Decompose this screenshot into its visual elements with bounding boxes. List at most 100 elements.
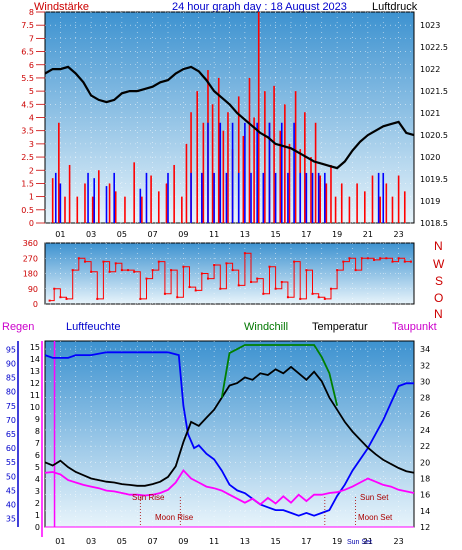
wind-bar xyxy=(114,191,117,223)
direction-tick-label: 90 xyxy=(28,285,38,294)
wind-direction-point xyxy=(163,292,166,295)
pressure-tick-label: 1020 xyxy=(420,153,440,162)
temperature-tick-label: 24 xyxy=(420,426,430,435)
rain-tick-label: 2 xyxy=(35,499,40,508)
wind-direction-point xyxy=(77,257,80,260)
wind-direction-point xyxy=(373,258,376,261)
direction-letter-s: S xyxy=(435,274,443,288)
wind-bar xyxy=(145,172,148,223)
humidity-tick-label: 55 xyxy=(6,458,16,467)
wind-bar xyxy=(196,91,199,223)
rain-tick-label: 12 xyxy=(30,379,40,388)
hour-tick-label-bottom: 15 xyxy=(271,537,281,546)
wind-direction-point xyxy=(391,260,394,263)
rain-tick-label: 4 xyxy=(35,475,40,484)
wind-direction-point xyxy=(348,257,351,260)
wind-bar xyxy=(371,175,374,223)
direction-letter-n-bottom: N xyxy=(434,307,443,321)
wind-bar xyxy=(244,122,246,223)
wind-speed-tick-label: 5.5 xyxy=(21,74,34,83)
rain-tick-label: 9 xyxy=(35,415,40,424)
wind-bar xyxy=(201,172,203,223)
wind-speed-tick-label: 5 xyxy=(29,87,34,96)
wind-bar xyxy=(167,172,169,223)
wind-speed-tick-label: 3.5 xyxy=(21,127,34,136)
wind-direction-point xyxy=(219,287,222,290)
wind-direction-point xyxy=(329,287,332,290)
hour-tick-label-bottom: 21 xyxy=(363,537,373,546)
wind-direction-point xyxy=(379,257,382,260)
wind-direction-point xyxy=(286,296,289,299)
wind-direction-point xyxy=(188,286,191,289)
wind-speed-tick-label: 0 xyxy=(29,219,34,228)
wind-bar xyxy=(385,183,388,223)
humidity-tick-label: 75 xyxy=(6,402,16,411)
hour-tick-label-bottom: 07 xyxy=(148,537,158,546)
pressure-tick-label: 1022 xyxy=(420,65,440,74)
wind-direction-point xyxy=(83,260,86,263)
wind-direction-point xyxy=(299,297,302,300)
rain-tick-label: 14 xyxy=(30,355,40,364)
wind-bar xyxy=(98,170,100,223)
hour-tick-label-bottom: 13 xyxy=(240,537,250,546)
wind-bar xyxy=(211,104,214,223)
hour-tick-label-bottom: 23 xyxy=(394,537,404,546)
axes: 0 0.5 1 1.5 2 2.5 3 3.5 4 4.5 5 5.5 6 6.5 7 7.5 8 1018.5 1… xyxy=(6,8,448,546)
wind-bar xyxy=(190,112,192,223)
wind-direction-point xyxy=(65,297,68,300)
direction-tick-label: 360 xyxy=(23,239,38,248)
wind-speed-tick-label: 2 xyxy=(29,166,34,175)
wind-bar xyxy=(222,130,225,223)
wind-bar xyxy=(284,104,286,223)
direction-tick-label: 180 xyxy=(23,270,38,279)
wind-bar xyxy=(165,183,168,223)
wind-direction-point xyxy=(336,269,339,272)
pressure-tick-label: 1019 xyxy=(420,197,440,206)
wind-bar xyxy=(93,178,95,223)
wind-bar xyxy=(330,164,332,223)
wind-bar xyxy=(105,186,108,223)
wind-bar xyxy=(311,172,314,223)
direction-tick-label: 270 xyxy=(23,254,38,263)
humidity-tick-label: 65 xyxy=(6,430,16,439)
direction-tick-label: 0 xyxy=(33,300,38,309)
hour-tick-label: 07 xyxy=(148,230,158,239)
wind-bar xyxy=(273,85,275,223)
wind-bar xyxy=(377,172,380,223)
moon-rise-annotation: Moon Rise xyxy=(155,513,194,522)
hour-tick-label-bottom: 19 xyxy=(332,537,342,546)
wind-bar xyxy=(253,117,255,223)
wind-bar xyxy=(190,172,192,223)
sun-set-annotation: Sun Set xyxy=(360,493,389,502)
wind-bar xyxy=(294,91,297,223)
temperature-tick-label: 16 xyxy=(420,491,430,500)
wind-bar xyxy=(324,172,326,223)
wind-bar xyxy=(64,196,66,223)
wind-direction-point xyxy=(200,272,203,275)
wind-speed-tick-label: 7.5 xyxy=(21,21,34,30)
rain-tick-label: 11 xyxy=(30,391,40,400)
wind-bar xyxy=(68,164,71,223)
wind-bar xyxy=(213,172,215,223)
wind-direction-point xyxy=(59,296,62,299)
wind-bar xyxy=(59,183,62,223)
wind-bar xyxy=(231,122,234,223)
hour-tick-label-bottom: 05 xyxy=(117,537,127,546)
wind-bar xyxy=(108,183,111,223)
wind-pressure-plot xyxy=(44,12,415,224)
pressure-axis-title: Luftdruck xyxy=(372,1,418,13)
hour-tick-label: 23 xyxy=(394,230,404,239)
wind-bar xyxy=(340,183,343,223)
wind-direction-point xyxy=(317,296,320,299)
wind-direction-point xyxy=(96,297,99,300)
humidity-tick-label: 95 xyxy=(6,345,16,354)
wind-bar xyxy=(274,172,277,223)
wind-direction-point xyxy=(231,269,234,272)
pressure-tick-label: 1023 xyxy=(420,21,440,30)
pressure-tick-label: 1019.5 xyxy=(420,175,448,184)
temperature-tick-label: 26 xyxy=(420,410,430,419)
hour-tick-label-bottom: 11 xyxy=(209,537,219,546)
wind-direction-point xyxy=(176,296,179,299)
wind-bar xyxy=(397,175,400,223)
